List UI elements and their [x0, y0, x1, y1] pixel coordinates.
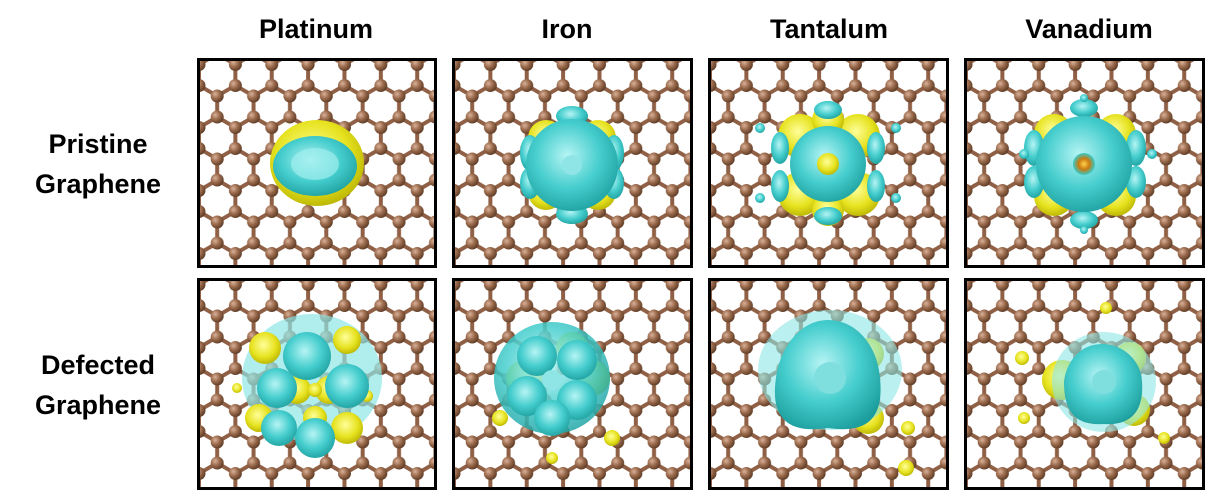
- column-header: Vanadium: [1025, 14, 1153, 44]
- panel: [452, 278, 693, 490]
- panel: [964, 58, 1205, 268]
- panel: [708, 58, 949, 268]
- panel: [708, 278, 949, 490]
- row-label: Pristine: [48, 129, 147, 159]
- panel: [964, 278, 1205, 490]
- row-label: Graphene: [35, 390, 161, 420]
- panel: [197, 278, 437, 490]
- column-header: Iron: [542, 14, 593, 44]
- column-header: Tantalum: [770, 14, 888, 44]
- row-label: Graphene: [35, 169, 161, 199]
- row-label: Defected: [41, 350, 155, 380]
- panel: [197, 58, 437, 268]
- panel: [452, 58, 693, 268]
- column-header: Platinum: [259, 14, 373, 44]
